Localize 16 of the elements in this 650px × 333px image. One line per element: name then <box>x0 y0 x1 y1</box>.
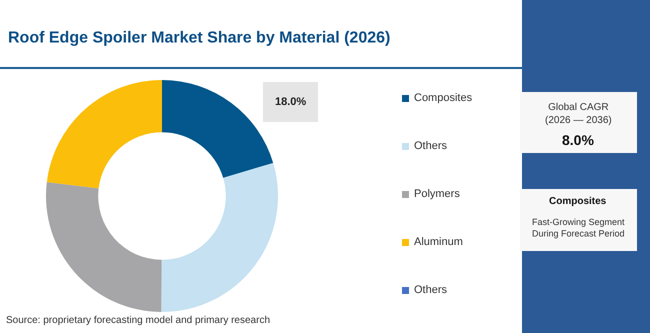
donut-slice <box>162 80 274 178</box>
text: Composites <box>549 196 607 207</box>
legend-label: Composites <box>414 92 473 104</box>
text: Global CAGR (2026 — 2036) <box>545 102 612 126</box>
legend-label: Polymers <box>414 188 460 200</box>
text: Fast-Growing Segment During Forecast Period <box>532 217 626 239</box>
donut-slice <box>46 80 162 188</box>
donut-slice <box>161 162 278 312</box>
legend-label: Others <box>414 140 448 152</box>
legend-label: Others <box>414 284 448 296</box>
chart-title: Roof Edge Spoiler Market Share by Material (2026) <box>8 30 390 47</box>
text: 8.0% <box>562 132 594 148</box>
legend-label: Aluminum <box>414 236 463 248</box>
source-note: Source: proprietary forecasting model and primary research <box>6 315 270 326</box>
text: 18.0% <box>275 96 306 108</box>
donut-slice <box>46 182 162 312</box>
